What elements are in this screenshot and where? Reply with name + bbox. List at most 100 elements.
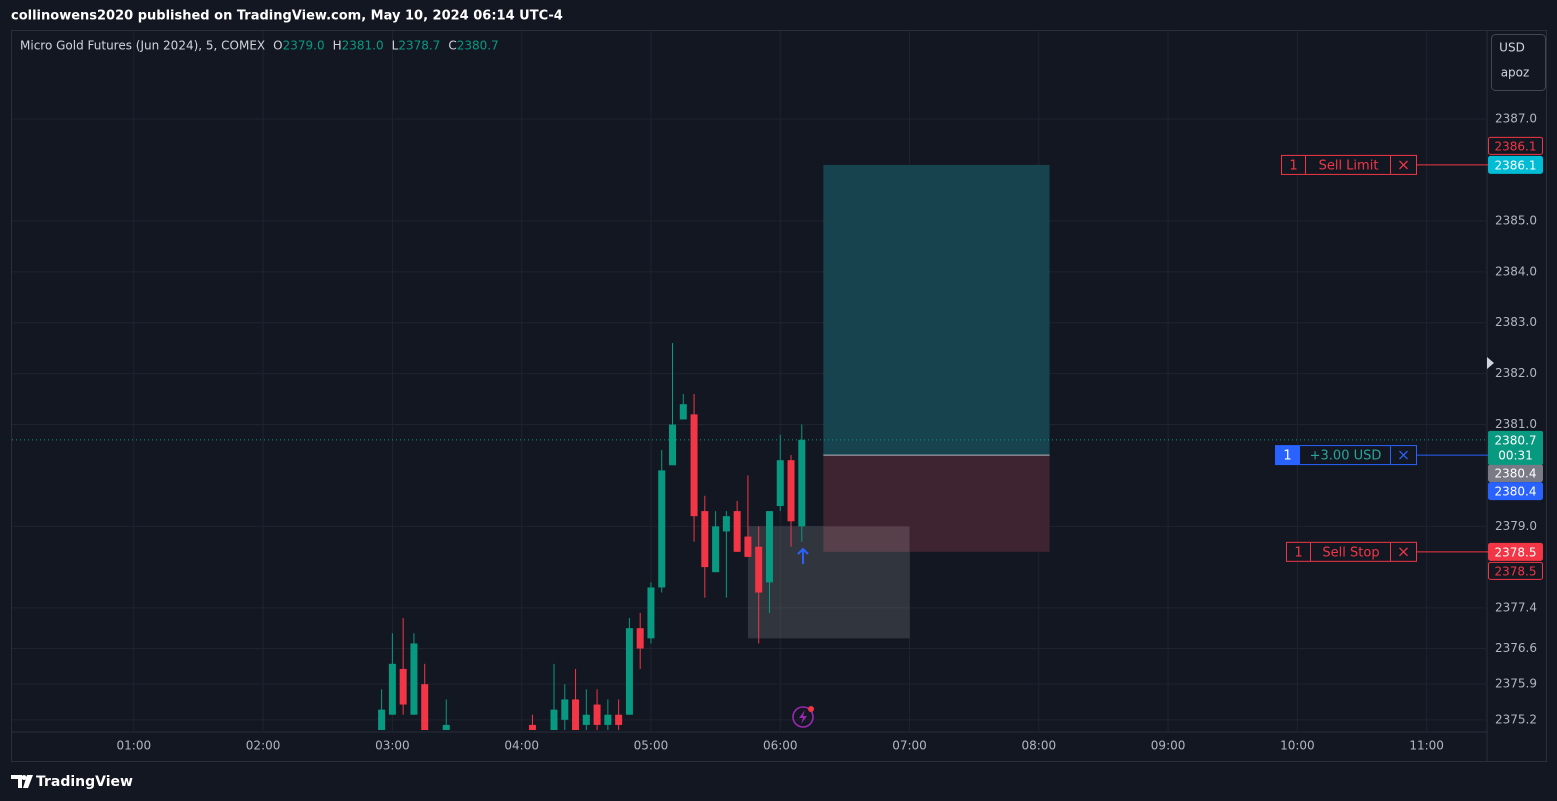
candle-body [658,470,666,588]
price-tag [1488,155,1543,174]
candle-body [582,714,590,725]
y-tick-label: 2385.0 [1495,213,1537,227]
order-label[interactable]: 1 +3.00 USD [1275,445,1417,466]
candle-body [798,439,806,527]
candle-body [593,704,601,725]
candle-body [755,546,763,593]
candle-body [733,511,741,552]
candle-body [765,511,773,583]
y-tick-label: 2383.0 [1495,315,1537,329]
price-tag-label: 2380.4 [1495,467,1537,481]
price-tag [1488,542,1543,561]
ohlc-value: 2381.0 [342,39,384,53]
candle-body [679,404,687,420]
overlay: 1 Sell Limit 1 +3.00 USD 1 Sell Stop 2386.1 238… [1275,136,1543,580]
candle-body [561,699,569,720]
tradingview-logo[interactable] [11,774,33,788]
candle-body [669,424,677,466]
candle-body [647,587,655,639]
candle-body [550,709,558,730]
currency-box[interactable] [1491,34,1546,91]
drawings [12,164,1487,639]
candle-body [776,460,784,506]
x-tick-label: 07:00 [892,739,927,753]
price-tag-label: 2380.4 [1495,485,1537,499]
target-zone [823,164,1050,456]
ohlc-value: 2379.0 [283,39,325,53]
x-tick-label: 03:00 [375,739,410,753]
order-qty-bg [1275,445,1300,465]
y-tick-label: 2376.6 [1495,641,1537,655]
x-tick-label: 06:00 [763,739,798,753]
candle-body [378,709,386,730]
range-box [747,526,910,639]
last-price-label: 2380.7 [1495,433,1537,447]
currency: USD [1499,41,1525,55]
x-tick-label: 01:00 [117,739,152,753]
ohlc-key: L [392,39,399,53]
buy-arrow [797,547,809,564]
symbol-title: Micro Gold Futures (Jun 2024), 5, COMEX [20,39,265,53]
x-tick-label: 09:00 [1151,739,1186,753]
byline: collinowens2020 published on TradingView… [11,9,563,24]
candle-body [572,699,580,730]
price-tag [1488,136,1543,155]
candle-body [690,414,698,517]
y-tick-label: 2375.9 [1495,677,1537,691]
brand: TradingView [36,774,133,790]
order-text: Sell Stop [1322,545,1379,560]
order-box [1281,154,1417,175]
ohlc-key: H [333,39,342,53]
y-tick-label: 2379.0 [1495,519,1537,533]
grid [12,31,1487,731]
order-cancel[interactable] [1399,160,1408,170]
scroll-marker[interactable] [1487,357,1494,369]
y-tick-label: 2375.2 [1495,712,1537,726]
candle-body [421,684,429,730]
price-tag-label: 2378.5 [1495,564,1537,578]
order-qty: 1 [1294,545,1302,560]
x-tick-label: 05:00 [634,739,669,753]
x-tick-label: 11:00 [1409,739,1444,753]
x-tick-label: 08:00 [1022,739,1057,753]
lightning-icon[interactable] [792,706,814,728]
price-tag-label: 2386.1 [1495,139,1537,153]
order-cancel[interactable] [1399,450,1408,460]
y-tick-label: 2384.0 [1495,264,1537,278]
order-label[interactable]: 1 Sell Limit [1281,154,1417,175]
candle-body [615,714,623,725]
candle-body [787,460,795,522]
candle-body [399,668,407,705]
y-tick-label: 2377.4 [1495,600,1537,614]
candle-body [722,516,730,532]
ohlc-key: O [273,39,282,53]
countdown: 00:31 [1498,448,1533,462]
candle-body [528,724,536,730]
order-label[interactable]: 1 Sell Stop [1286,541,1417,562]
last-price-tag [1488,430,1543,465]
candle-body [701,511,709,568]
price-tag [1488,561,1543,580]
candle-body [410,643,418,715]
x-tick-label: 02:00 [246,739,281,753]
ohlc-value: 2380.7 [457,39,499,53]
ohlc-key: C [448,39,456,53]
order-cancel[interactable] [1399,547,1408,557]
candle-body [625,628,633,715]
candle-body [744,536,752,557]
price-tag [1488,482,1543,501]
candle-body [442,724,450,730]
chart-panel [11,30,1547,762]
order-text: +3.00 USD [1310,449,1382,464]
price-tag-label: 2378.5 [1495,545,1537,559]
candle-body [604,714,612,725]
y-tick-label: 2381.0 [1495,417,1537,431]
order-box [1286,541,1417,562]
candle-body [388,663,396,715]
y-tick-label: 2387.0 [1495,112,1537,126]
order-qty: 1 [1283,449,1291,464]
order-qty: 1 [1289,158,1297,173]
order-text: Sell Limit [1319,158,1379,173]
